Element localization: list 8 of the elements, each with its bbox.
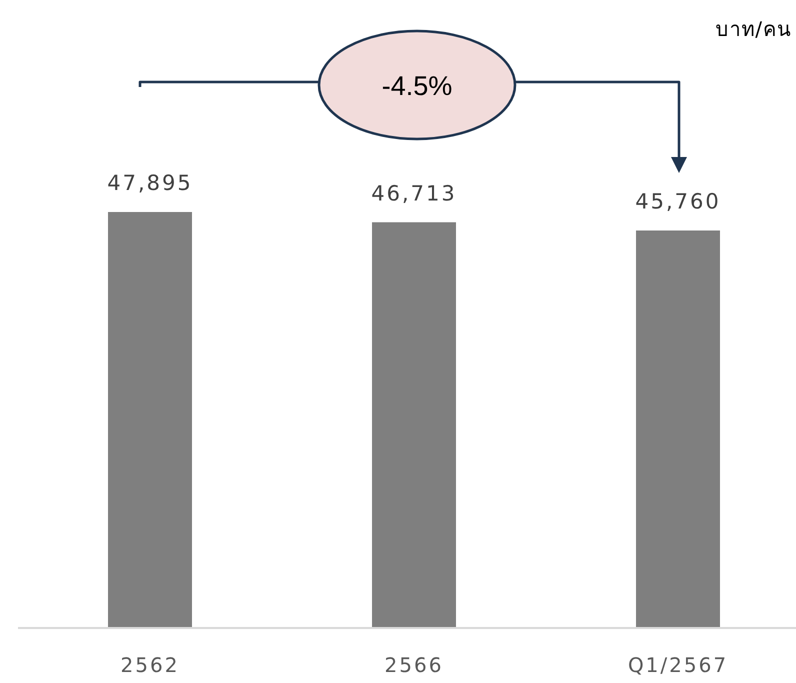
data-label: 45,760: [635, 190, 721, 214]
text: -4.5%: [382, 71, 452, 101]
x-tick-label: 2566: [384, 653, 444, 678]
data-label: 47,895: [107, 171, 193, 195]
x-tick-label: Q1/2567: [628, 653, 728, 678]
text: บาท/คน: [715, 17, 792, 41]
x-tick-label: 2562: [120, 653, 180, 678]
data-label: 46,713: [371, 181, 457, 206]
